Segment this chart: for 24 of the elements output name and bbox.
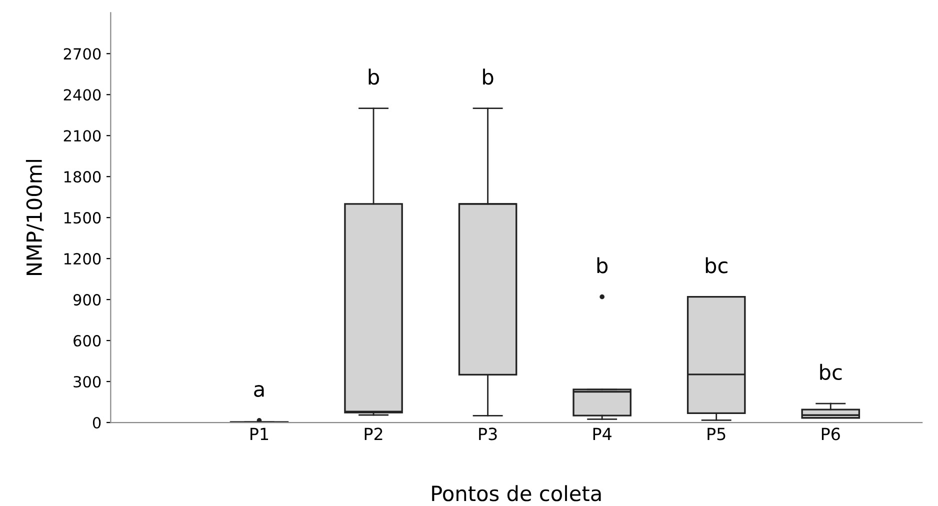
annotation: a [254, 385, 264, 397]
y-tick-label: 2700 [64, 48, 101, 60]
y-tick-label: 0 [92, 416, 101, 429]
x-tick-label: P3 [479, 428, 497, 440]
y-tick-label: 2400 [64, 89, 101, 101]
y-tick-label: 300 [74, 376, 101, 388]
x-tick-label: P5 [708, 428, 726, 440]
annotation: bc [706, 257, 728, 274]
x-axis-title: Pontos de coleta [432, 485, 601, 502]
x-tick-label: P6 [822, 428, 840, 440]
y-tick-label: 2100 [64, 130, 101, 142]
y-tick-label: 1500 [64, 212, 101, 224]
annotation: b [597, 257, 608, 274]
x-tick-label: P1 [250, 428, 268, 440]
y-tick-label: 1200 [64, 253, 101, 265]
y-tick-label: 600 [74, 335, 101, 347]
annotation: b [368, 68, 379, 85]
x-tick-label: P2 [364, 428, 382, 440]
y-tick-label: 1800 [64, 171, 101, 183]
x-tick-label: P4 [593, 428, 612, 440]
annotation: b [483, 68, 494, 85]
y-tick-label: 900 [73, 294, 101, 306]
annotation: bc [820, 364, 842, 380]
y-axis-title: NMP/100ml [26, 160, 44, 276]
